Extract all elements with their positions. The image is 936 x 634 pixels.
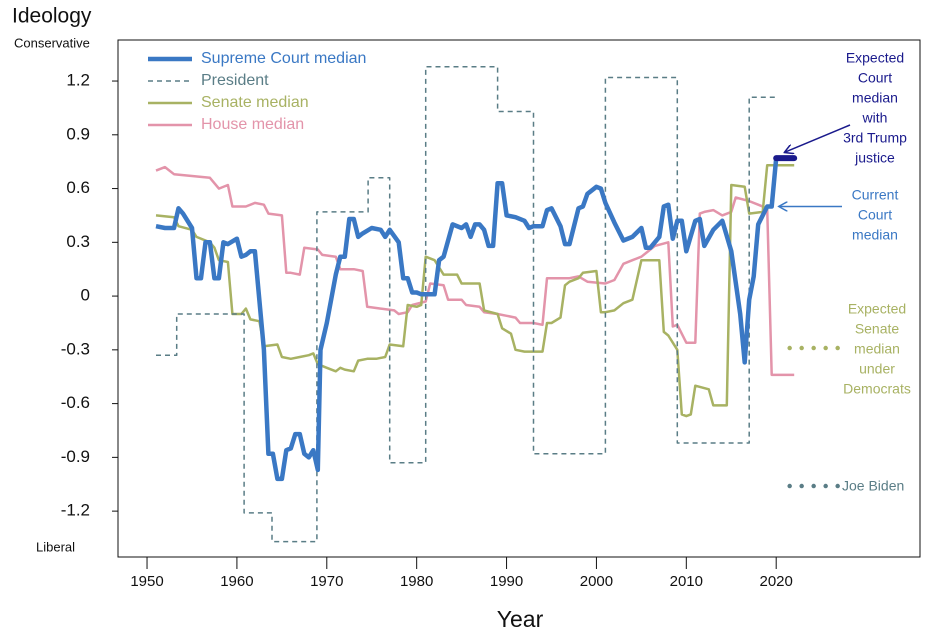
y-tick-label: -0.3 (61, 339, 90, 358)
x-tick-label: 2010 (670, 573, 703, 590)
y-tick-label: -0.6 (61, 393, 90, 412)
y-tick-label: 1.2 (66, 71, 90, 90)
y-top-label: Conservative (14, 35, 90, 50)
annotation-text: median (852, 227, 898, 243)
annotation-text: median (852, 90, 898, 106)
y-title: Ideology (12, 5, 92, 28)
legend-label: House median (201, 116, 304, 133)
annotation-text: Court (858, 70, 892, 86)
annotation-text: Democrats (843, 381, 911, 397)
y-tick-label: 0.3 (66, 232, 90, 251)
series-line (156, 65, 777, 543)
y-tick-label: 0.9 (66, 124, 90, 143)
annotation-text: median (854, 341, 900, 357)
annotation-text: justice (854, 150, 895, 166)
y-tick-label: 0.6 (66, 178, 90, 197)
legend-label: President (201, 72, 269, 89)
x-tick-label: 1950 (130, 573, 163, 590)
y-tick-label: 0 (81, 286, 90, 305)
annotation-arrow (785, 124, 851, 152)
x-tick-label: 1960 (220, 573, 253, 590)
series-line (155, 165, 795, 377)
y-tick-label: -0.9 (61, 447, 90, 466)
x-title: Year (497, 606, 544, 632)
annotation-text: Expected (846, 50, 904, 66)
annotation-text: Senate (855, 321, 900, 337)
annotation-text: Court (858, 207, 892, 223)
x-tick-label: 2000 (580, 573, 613, 590)
annotation-text: with (862, 110, 888, 126)
y-bottom-label: Liberal (36, 539, 75, 554)
x-tick-label: 2020 (760, 573, 793, 590)
annotation-text: Expected (848, 301, 906, 317)
x-tick-label: 1990 (490, 573, 523, 590)
y-tick-label: -1.2 (61, 501, 90, 520)
series-line (155, 157, 779, 482)
legend-label: Supreme Court median (201, 50, 366, 67)
annotation-text: Joe Biden (842, 478, 904, 494)
legend-label: Senate median (201, 94, 309, 111)
x-tick-label: 1970 (310, 573, 343, 590)
plot-frame (117, 39, 921, 558)
x-tick-label: 1980 (400, 573, 433, 590)
annotation-text: 3rd Trump (843, 130, 907, 146)
annotation-text: Current (852, 187, 899, 203)
annotation-text: under (859, 361, 895, 377)
